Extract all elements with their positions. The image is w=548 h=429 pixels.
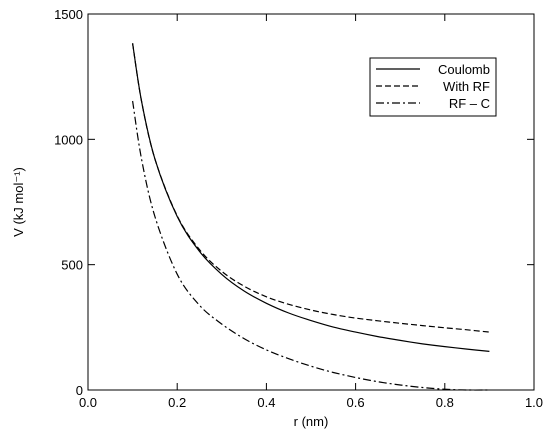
x-tick-label: 0.4 [257, 395, 275, 410]
legend: Coulomb With RF RF – C [369, 57, 497, 117]
x-tick-label: 0.0 [79, 395, 97, 410]
y-axis-ticks: 0 500 1000 1500 [54, 7, 534, 398]
y-tick-label: 500 [61, 258, 83, 273]
x-tick-label: 0.6 [347, 395, 365, 410]
x-tick-label: 1.0 [525, 395, 543, 410]
plot-frame [87, 13, 535, 391]
x-tick-label: 0.2 [168, 395, 186, 410]
legend-label: With RF [443, 79, 490, 94]
legend-box [369, 57, 497, 117]
legend-label: Coulomb [438, 62, 490, 77]
y-tick-label: 1000 [54, 132, 83, 147]
x-tick-label: 0.8 [436, 395, 454, 410]
series-line-2 [132, 43, 490, 333]
x-axis-ticks: 0.0 0.2 0.4 0.6 0.8 1.0 [79, 14, 543, 410]
x-axis-title: r (nm) [294, 414, 329, 429]
y-tick-label: 1500 [54, 7, 83, 22]
legend-label: RF – C [449, 96, 490, 111]
y-tick-label: 0 [76, 383, 83, 398]
y-axis-title: V (kJ mol⁻¹) [11, 167, 26, 237]
series-line-3 [132, 100, 490, 391]
series-layer [132, 43, 490, 391]
plot-border [87, 13, 535, 391]
